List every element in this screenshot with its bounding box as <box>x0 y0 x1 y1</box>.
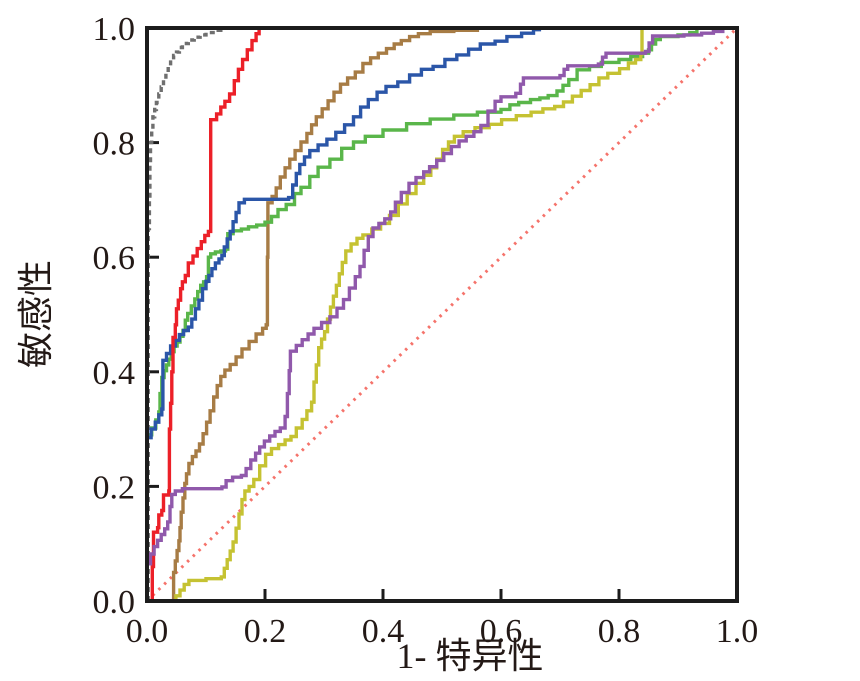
chance-diagonal <box>145 26 739 603</box>
roc-curves <box>145 26 739 603</box>
curve-purple <box>147 28 725 566</box>
y-tick-label: 0.8 <box>93 126 136 163</box>
curve-brown <box>171 28 480 603</box>
x-tick-label: 0.2 <box>244 613 287 650</box>
y-tick-label: 1.0 <box>93 11 136 48</box>
curve-red <box>150 28 261 603</box>
y-tick-label: 0.4 <box>93 355 136 392</box>
y-axis-title: 敏感性 <box>16 260 56 368</box>
x-tick-label: 0.8 <box>598 613 641 650</box>
x-tick-label: 0.0 <box>126 613 169 650</box>
axis-tick-labels: 0.0 0.2 0.4 0.6 0.8 1.0 0.0 0.2 0.4 0.6 0.8 1.0 <box>93 11 759 650</box>
curve-gray-dashed <box>146 28 223 601</box>
curve-yellow <box>171 28 644 603</box>
curve-blue <box>147 28 542 440</box>
y-tick-label: 0.0 <box>93 584 136 621</box>
x-tick-label: 1.0 <box>716 613 759 650</box>
y-tick-label: 0.2 <box>93 469 136 506</box>
x-tick-label: 0.4 <box>362 613 405 650</box>
x-tick-label: 0.6 <box>480 613 523 650</box>
y-tick-label: 0.6 <box>93 240 136 277</box>
x-axis-title: 1- 特异性 <box>397 636 544 676</box>
plot-border <box>145 26 739 603</box>
